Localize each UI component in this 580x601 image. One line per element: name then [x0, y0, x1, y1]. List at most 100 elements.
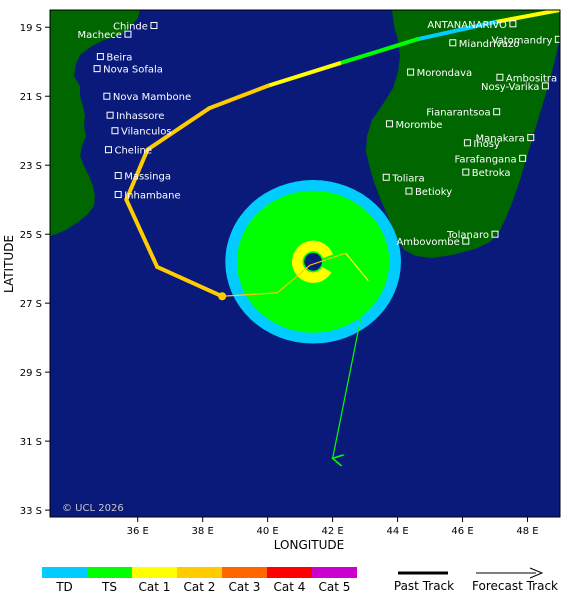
y-tick-label: 23 S [20, 161, 42, 172]
legend-label: Cat 4 [274, 580, 306, 594]
place-label: Cheline [114, 146, 152, 157]
legend-swatch [177, 567, 222, 578]
past-track [124, 10, 560, 301]
place-marker [103, 92, 111, 100]
place-marker [114, 191, 122, 199]
forecast-track [222, 252, 369, 459]
past-track-segment [265, 61, 342, 88]
place-marker [114, 172, 122, 180]
place-label: Vatomandry [492, 35, 553, 46]
place-label: Massinga [124, 172, 171, 183]
past-track-segment [124, 147, 150, 202]
x-tick-label: 42 E [321, 526, 343, 537]
place-marker [496, 73, 504, 81]
place-label: Nova Sofala [103, 65, 163, 76]
x-tick-label: 46 E [451, 526, 473, 537]
past-track-segment [207, 83, 270, 111]
y-tick-label: 27 S [20, 299, 42, 310]
africa-landmass [50, 10, 140, 236]
forecast-track-legend-label: Forecast Track [472, 579, 558, 593]
forecast-track-segment [345, 252, 369, 282]
place-label: Chinde [113, 22, 148, 33]
place-label: Inhambane [124, 191, 180, 202]
category-legend: TD TS Cat 1 Cat 2 Cat 3 Cat 4 Cat 5 [42, 567, 357, 594]
place-marker [405, 187, 413, 195]
place-label: Betroka [472, 168, 511, 179]
legend-swatch [222, 567, 267, 578]
place-label: Tolanaro [446, 230, 489, 241]
y-tick-label: 33 S [20, 506, 42, 517]
place-marker [519, 154, 527, 162]
past-track-segment [493, 10, 560, 25]
place-label: Miandrivazo [459, 39, 520, 50]
legend-swatch [87, 567, 132, 578]
y-tick-label: 21 S [20, 92, 42, 103]
place-label: Betioky [415, 187, 452, 198]
place-label: Beira [106, 53, 132, 64]
x-tick-label: 38 E [192, 526, 214, 537]
x-tick-label: 36 E [127, 526, 149, 537]
past-track-segment [155, 264, 225, 299]
legend-label: Cat 5 [319, 580, 351, 594]
place-marker [527, 134, 535, 142]
place-label: Morombe [395, 120, 442, 131]
past-track-segment [337, 37, 420, 66]
place-marker [124, 30, 132, 38]
legend-label: Cat 2 [184, 580, 216, 594]
place-marker [150, 22, 158, 30]
x-axis: 36 E 38 E 40 E 42 E 44 E 46 E 48 E [127, 517, 539, 537]
place-label: Manakara [476, 134, 525, 145]
past-track-legend-label: Past Track [394, 579, 454, 593]
place-marker [93, 65, 101, 73]
place-label: ANTANANARIVO [427, 20, 507, 31]
place-marker [96, 53, 104, 61]
place-label: Nova Mambone [113, 92, 191, 103]
place-marker [382, 173, 390, 181]
plot-frame [49, 9, 561, 518]
place-label: Nosy-Varika [481, 82, 539, 93]
place-marker [493, 108, 501, 116]
place-marker [104, 146, 112, 154]
place-label: Ihosy [473, 139, 500, 150]
legend-swatch [267, 567, 312, 578]
y-axis-title: LATITUDE [2, 235, 16, 293]
place-marker [111, 127, 119, 135]
copyright: © UCL 2026 [62, 503, 124, 514]
past-track-segment [124, 197, 160, 269]
place-marker [554, 35, 560, 43]
place-marker [509, 20, 517, 28]
y-tick-label: 19 S [20, 23, 42, 34]
madagascar-landmass [366, 10, 560, 258]
place-label: Inhassore [116, 111, 164, 122]
x-tick-label: 48 E [516, 526, 538, 537]
forecast-track-arrow [333, 280, 369, 459]
place-marker [106, 111, 114, 119]
place-label: Farafangana [455, 154, 517, 165]
forecast-track-line [222, 252, 346, 297]
y-axis: 19 S 21 S 23 S 25 S 27 S 29 S 31 S 33 S [20, 23, 50, 517]
place-marker [463, 139, 471, 147]
place-marker [462, 237, 470, 245]
place-label: Machece [78, 30, 122, 41]
place-label: Toliara [391, 173, 424, 184]
place-label: Ambositra [506, 73, 557, 84]
legend-label: TS [101, 580, 117, 594]
place-marker [449, 39, 457, 47]
y-tick-label: 29 S [20, 368, 42, 379]
y-tick-label: 31 S [20, 437, 42, 448]
legend-swatch [42, 567, 87, 578]
wind-field [225, 179, 401, 344]
past-track-segment [415, 20, 498, 42]
legend-label: TD [55, 580, 73, 594]
place-label: Morondava [417, 68, 473, 79]
place-marker [541, 82, 549, 90]
y-tick-label: 25 S [20, 230, 42, 241]
legend-swatch [132, 567, 177, 578]
place-label: Ambovombe [396, 237, 459, 248]
place-marker [491, 230, 499, 238]
place-label: Vilanculos [121, 127, 172, 138]
place-marker [385, 120, 393, 128]
legend-label: Cat 1 [139, 580, 171, 594]
